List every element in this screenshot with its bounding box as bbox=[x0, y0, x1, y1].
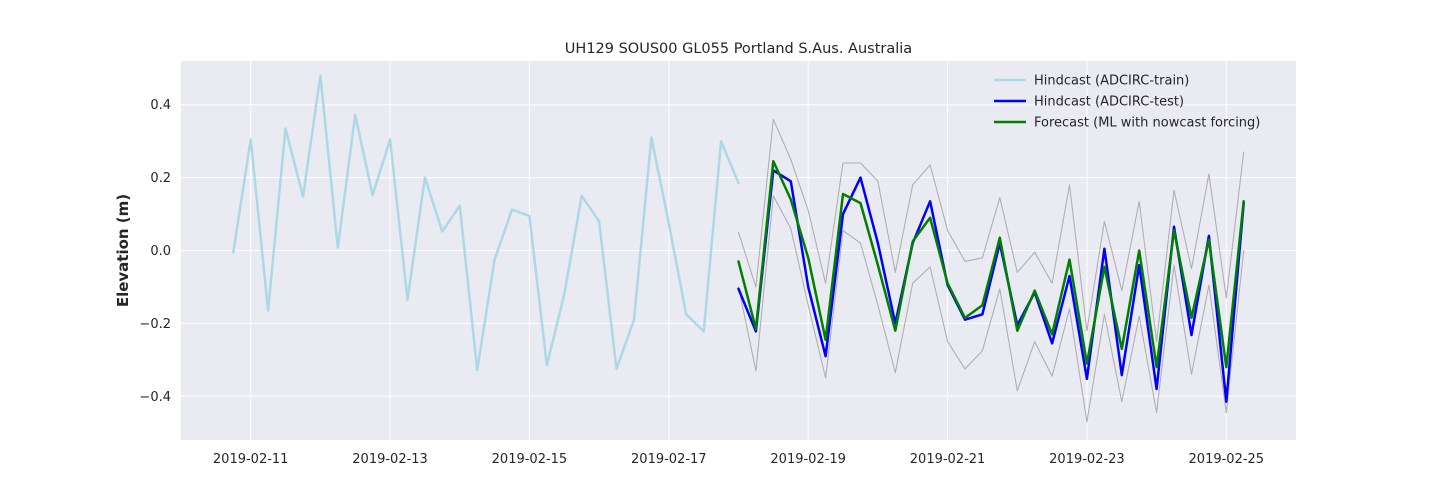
x-tick-label: 2019-02-13 bbox=[352, 452, 428, 467]
chart-title: UH129 SOUS00 GL055 Portland S.Aus. Austr… bbox=[565, 41, 912, 57]
y-tick-label: −0.4 bbox=[139, 390, 171, 405]
series-layer bbox=[232, 74, 1245, 423]
x-axis-ticks: 2019-02-11 2019-02-13 2019-02-15 2019-02-17… bbox=[213, 452, 1264, 467]
x-tick-label: 2019-02-17 bbox=[631, 452, 707, 467]
y-axis-label: Elevation (m) bbox=[114, 194, 132, 307]
x-tick-label: 2019-02-23 bbox=[1049, 452, 1125, 467]
legend-label: Forecast (ML with nowcast forcing) bbox=[1034, 116, 1260, 131]
x-tick-label: 2019-02-21 bbox=[910, 452, 986, 467]
y-tick-label: 0.2 bbox=[150, 171, 171, 186]
x-tick-label: 2019-02-15 bbox=[492, 452, 568, 467]
x-tick-label: 2019-02-25 bbox=[1189, 452, 1265, 467]
y-tick-label: 0.0 bbox=[150, 244, 171, 259]
series-line-hindcast-train bbox=[232, 74, 740, 372]
y-tick-label: 0.4 bbox=[150, 98, 171, 113]
legend-label: Hindcast (ADCIRC-test) bbox=[1034, 95, 1184, 110]
series-line-envelope-lower bbox=[737, 195, 1245, 423]
series-line-hindcast-test bbox=[737, 169, 1245, 403]
series-line-envelope-upper bbox=[737, 118, 1245, 343]
x-tick-label: 2019-02-19 bbox=[770, 452, 846, 467]
legend-label: Hindcast (ADCIRC-train) bbox=[1034, 74, 1189, 89]
grid bbox=[181, 61, 1296, 440]
y-tick-label: −0.2 bbox=[139, 317, 171, 332]
series-line-forecast bbox=[737, 159, 1245, 369]
x-tick-label: 2019-02-11 bbox=[213, 452, 289, 467]
legend: Hindcast (ADCIRC-train) Hindcast (ADCIRC-… bbox=[994, 74, 1260, 131]
y-axis-ticks: −0.4 −0.2 0.0 0.2 0.4 bbox=[139, 98, 171, 405]
